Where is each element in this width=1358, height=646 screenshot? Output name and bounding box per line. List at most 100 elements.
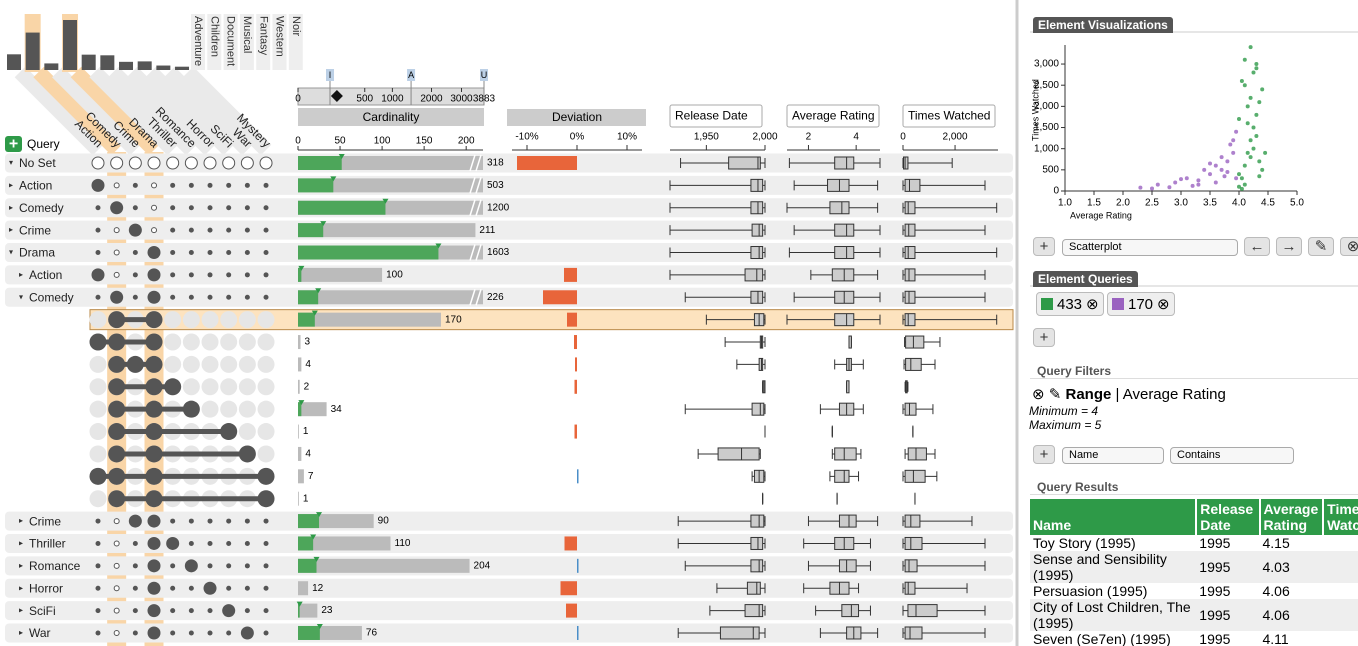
attribute-header[interactable]	[786, 104, 880, 128]
hidden-set-label: Fantasy	[257, 16, 269, 56]
cardinality-bar	[298, 379, 300, 394]
row-label[interactable]: Action	[29, 268, 62, 282]
row-label[interactable]: Comedy	[19, 201, 64, 215]
row-label[interactable]: Comedy	[29, 290, 74, 304]
query-marker	[320, 221, 327, 227]
query-button[interactable]	[5, 136, 22, 152]
row-label[interactable]: War	[29, 626, 51, 640]
set-cell	[89, 490, 107, 508]
axis-break	[469, 177, 476, 194]
x-tick-label: 2.5	[1145, 198, 1159, 209]
cardinality-bars	[298, 514, 374, 529]
box	[904, 581, 916, 595]
box	[750, 246, 764, 260]
set-band	[52, 66, 141, 156]
x-tick-label: 4.5	[1261, 198, 1275, 209]
set-cell	[244, 518, 250, 524]
query-marker	[435, 243, 442, 249]
point	[1248, 138, 1253, 143]
point	[1242, 57, 1247, 62]
cell: 4.15	[1262, 535, 1290, 551]
box	[728, 156, 761, 170]
row-background	[5, 623, 1013, 643]
cardinality-bar	[298, 156, 483, 170]
set-member	[145, 400, 163, 418]
back-button[interactable]: ←	[1244, 237, 1270, 256]
set-cell	[113, 562, 120, 569]
attribute-header[interactable]	[902, 104, 996, 128]
box	[827, 178, 850, 192]
point	[1245, 121, 1250, 126]
count-label: 503	[487, 180, 504, 191]
set-size-bar	[25, 32, 40, 70]
set-cell	[257, 378, 275, 396]
remove-icon[interactable]: ⊗	[1157, 296, 1170, 313]
row-label[interactable]: Action	[19, 179, 52, 193]
row-label[interactable]: Drama	[19, 246, 55, 260]
forward-button[interactable]: →	[1276, 237, 1302, 256]
set-cell	[263, 585, 269, 591]
expand-icon: ▸	[19, 561, 23, 570]
expand-icon: ▸	[19, 628, 23, 637]
cardinality-bars	[298, 558, 470, 573]
attribute-header[interactable]	[669, 104, 763, 128]
set-cell	[257, 445, 275, 463]
vis-select[interactable]: Scatterplot	[1062, 239, 1238, 256]
query-marker	[316, 623, 323, 629]
box	[904, 290, 916, 304]
field-select[interactable]: Name	[1062, 447, 1164, 464]
result-row: Persuasion (1995) 1995 4.06	[1030, 583, 1358, 599]
set-member	[145, 378, 163, 396]
set-cell	[263, 182, 269, 188]
box	[750, 536, 764, 550]
set-cell	[182, 378, 200, 396]
row-label[interactable]: Romance	[29, 559, 81, 573]
close-button[interactable]: ⊗	[1340, 237, 1358, 256]
box	[838, 559, 857, 573]
set-cell	[207, 227, 213, 233]
set-size-bar	[156, 65, 171, 70]
remove-icon[interactable]: ⊗	[1086, 296, 1099, 313]
row-label[interactable]: Crime	[19, 223, 51, 237]
remove-icon[interactable]: ⊗ ✎	[1032, 386, 1062, 403]
query-chip[interactable]: 433 ⊗	[1036, 292, 1104, 316]
set-size-bar	[44, 63, 59, 70]
hidden-set	[239, 14, 254, 70]
deviation-bar	[564, 267, 577, 282]
add-button[interactable]: +	[1033, 445, 1055, 464]
point	[1251, 125, 1256, 130]
row-label[interactable]: Thriller	[29, 537, 66, 551]
set-cell	[238, 311, 256, 329]
query-chip[interactable]: 170 ⊗	[1107, 292, 1175, 316]
row-label[interactable]: No Set	[19, 156, 56, 170]
row-label[interactable]: Horror	[29, 581, 63, 595]
set-member	[240, 626, 254, 640]
set-member	[89, 467, 107, 485]
cardinality-bars	[298, 357, 302, 372]
box	[746, 581, 761, 595]
point	[1202, 167, 1207, 172]
expand-icon: ▸	[19, 270, 23, 279]
tab[interactable]: Element Queries	[1033, 271, 1138, 287]
op-select[interactable]: Contains	[1170, 447, 1294, 464]
row-label[interactable]: SciFi	[29, 604, 56, 618]
set-cell	[207, 630, 213, 636]
set-cell	[263, 205, 269, 211]
set-cell	[263, 630, 269, 636]
row-label[interactable]: Crime	[29, 514, 61, 528]
add-button[interactable]: +	[1033, 328, 1055, 347]
set-cell	[207, 608, 213, 614]
set-member	[145, 490, 163, 508]
marker-label: A	[408, 70, 414, 80]
tab[interactable]: Element Visualizations	[1033, 17, 1173, 33]
query-size: 433	[1057, 295, 1083, 313]
set-member	[91, 268, 105, 282]
add-button[interactable]: +	[1033, 237, 1055, 256]
cardinality-bars	[298, 312, 441, 327]
edit-button[interactable]: ✎	[1308, 237, 1334, 256]
set-member	[145, 423, 163, 441]
filter: ⊗ ✎ Range | Average Rating	[1032, 385, 1226, 403]
cell	[1323, 551, 1358, 583]
empty-set	[203, 156, 217, 170]
